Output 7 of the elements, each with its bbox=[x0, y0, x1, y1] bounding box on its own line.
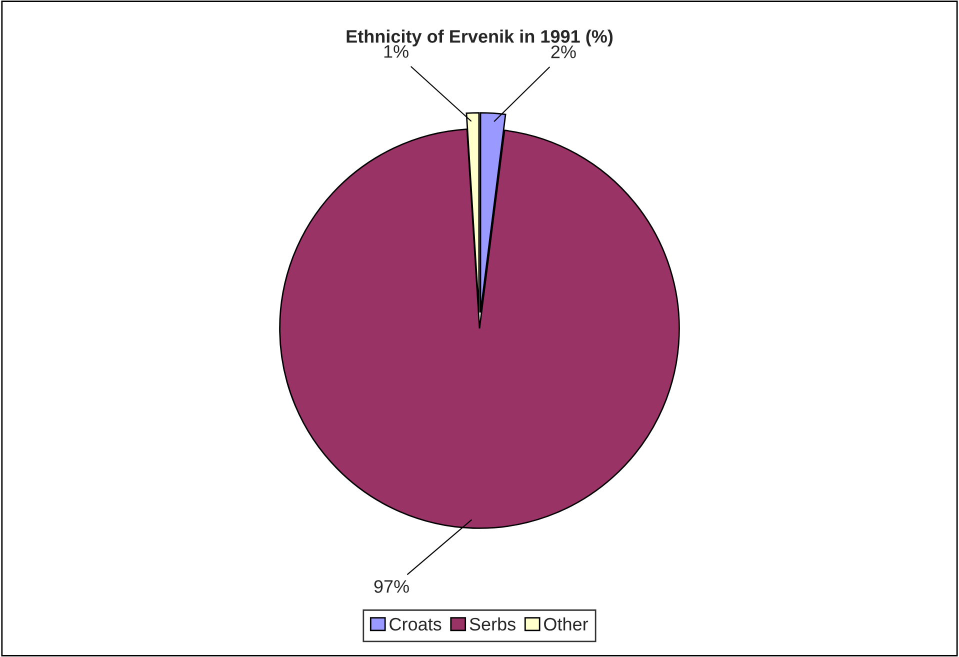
legend-label: Croats bbox=[390, 618, 442, 631]
data-label: 97% bbox=[374, 580, 409, 593]
data-label: 2% bbox=[551, 45, 576, 58]
legend-label: Other bbox=[544, 617, 588, 631]
data-label: 1% bbox=[384, 45, 408, 58]
chart-title: Ethnicity of Ervenik in 1991 (%) bbox=[346, 30, 613, 46]
legend-label: Serbs bbox=[470, 617, 516, 631]
